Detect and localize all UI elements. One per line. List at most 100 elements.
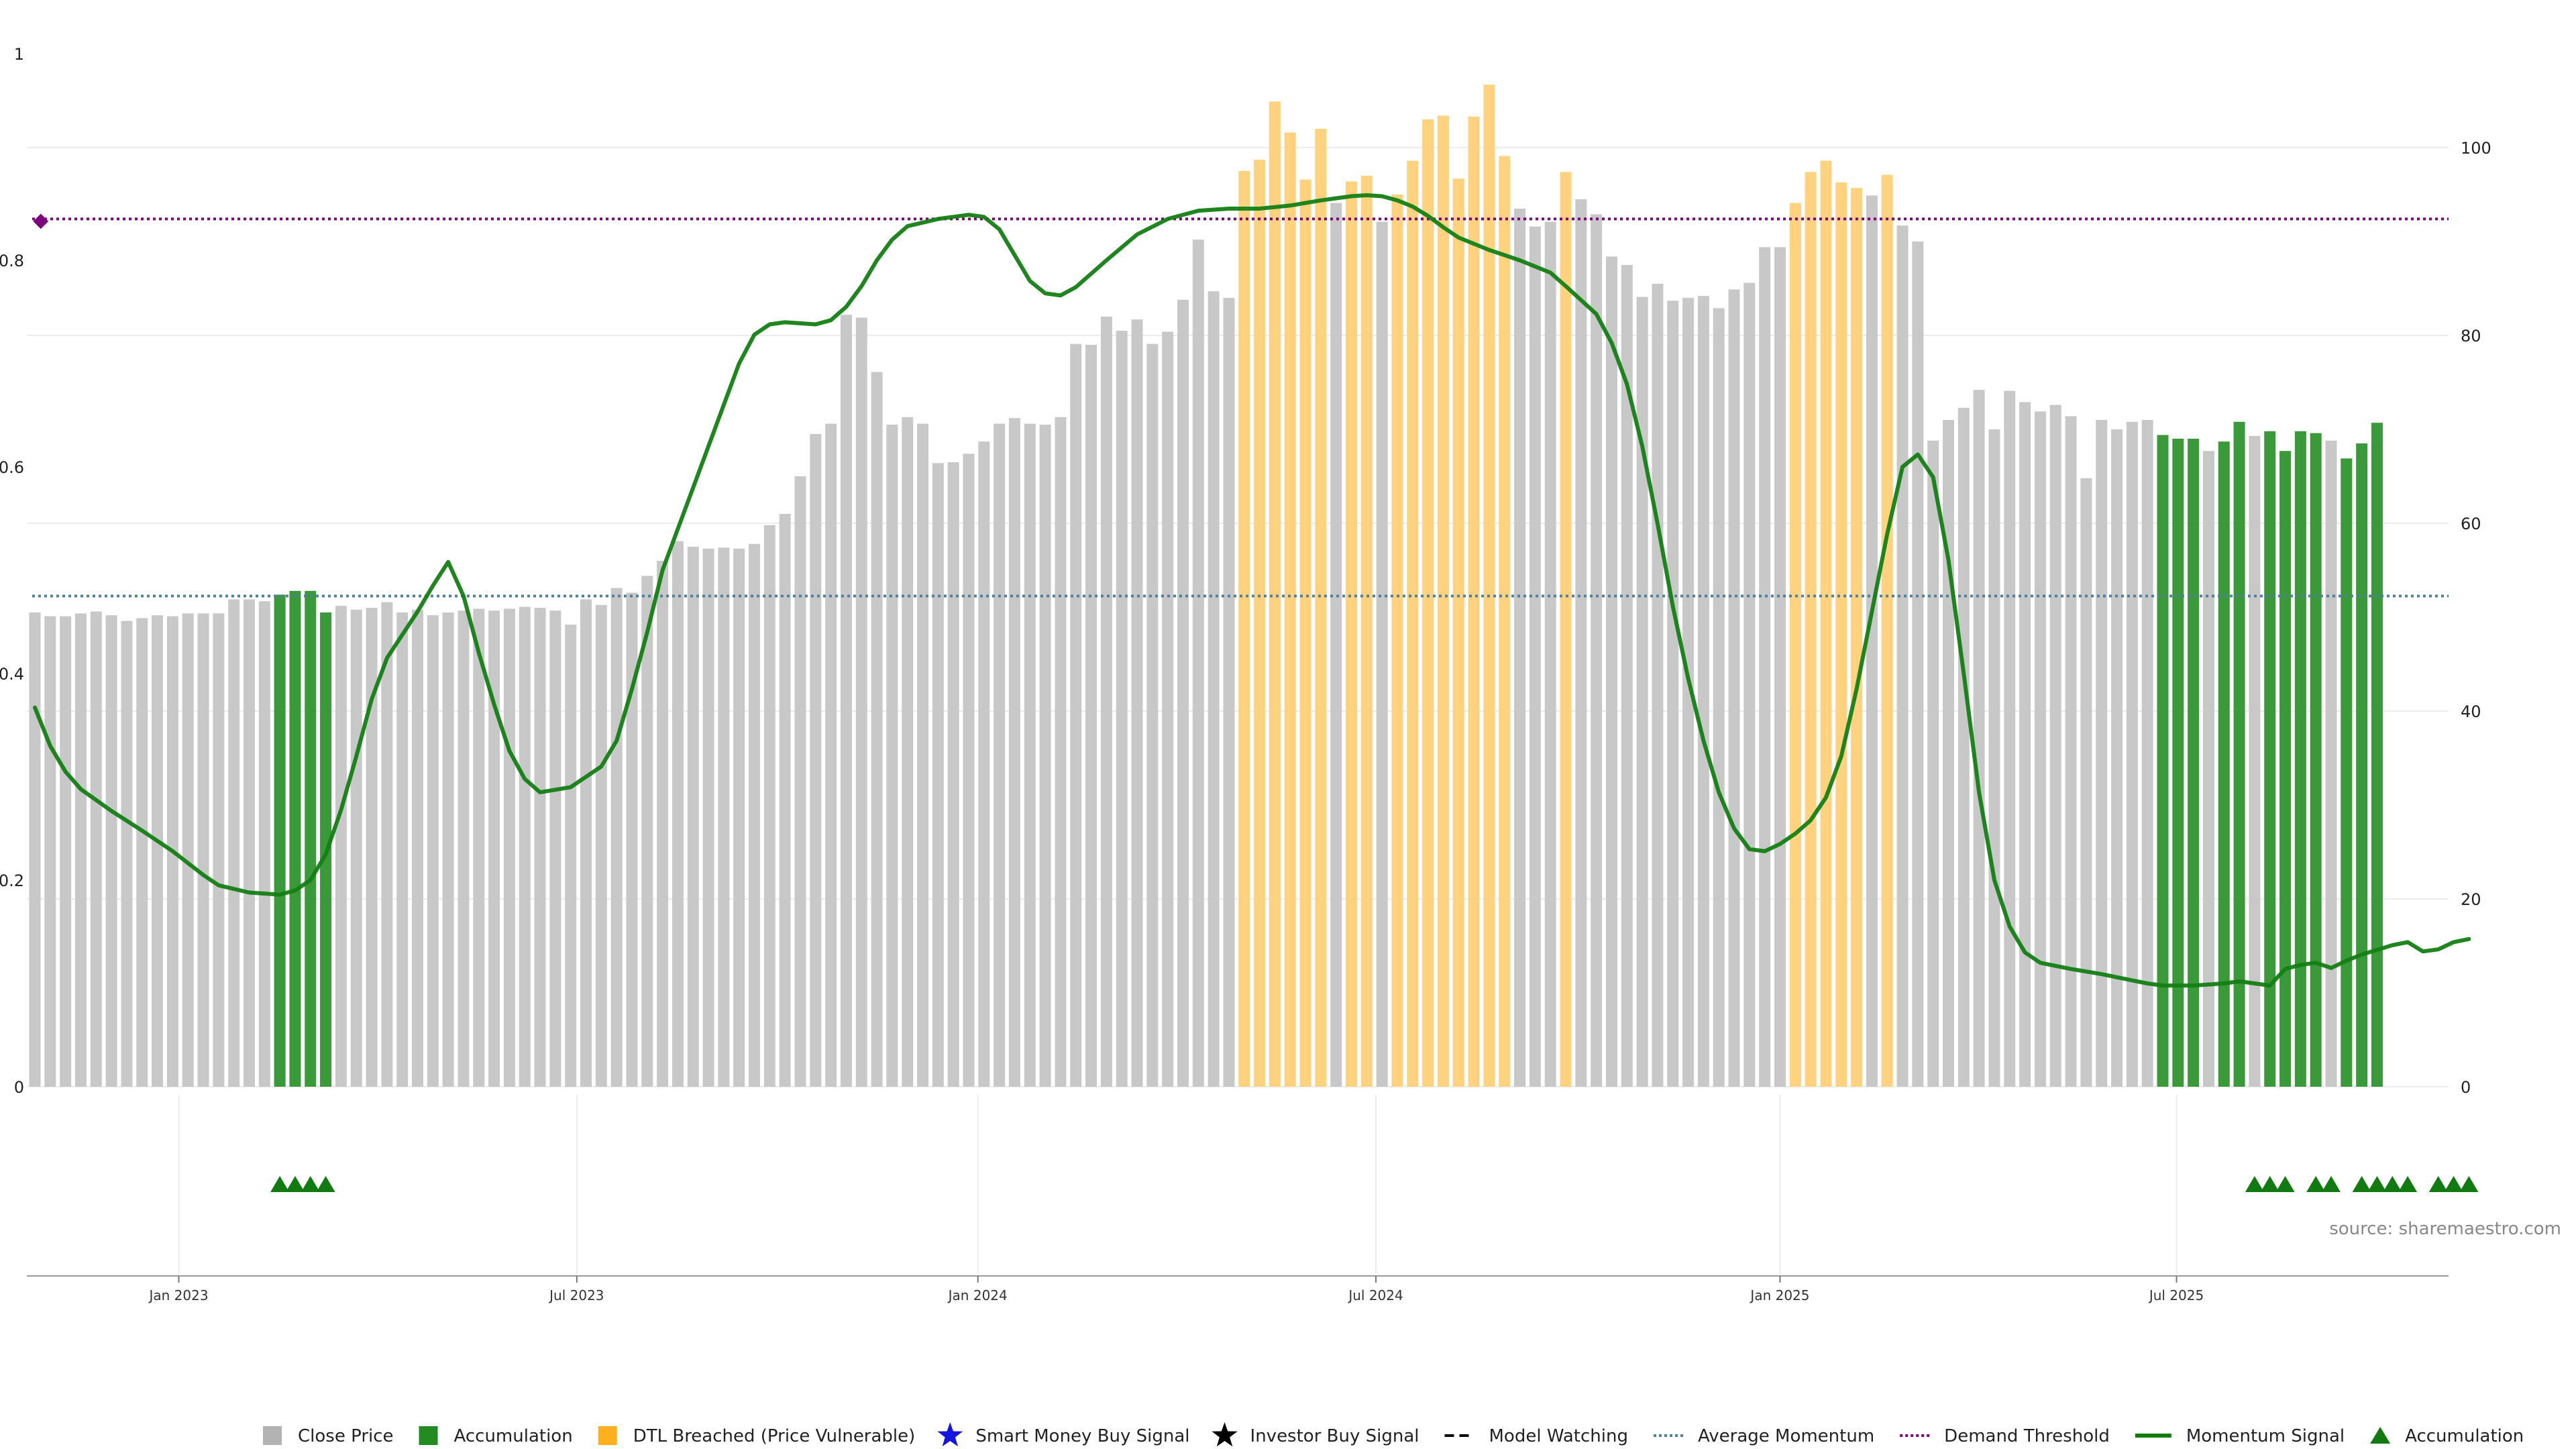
bar-close (60, 616, 72, 1087)
bar-close (442, 612, 454, 1087)
left-tick-label: 0.2 (0, 871, 24, 890)
bar-close (595, 604, 607, 1087)
bar-accumulation (2172, 439, 2184, 1087)
bar-close (1116, 331, 1128, 1087)
bar-close (994, 423, 1006, 1087)
legend-label: DTL Breached (Price Vulnerable) (633, 1426, 916, 1446)
bar-close (565, 625, 577, 1087)
legend-label: Smart Money Buy Signal (975, 1426, 1189, 1446)
bar-close (1713, 308, 1725, 1087)
bar-dtl (1315, 129, 1327, 1087)
bar-close (1774, 247, 1786, 1087)
x-tick-label: Jul 2024 (1347, 1287, 1403, 1303)
bar-close (1223, 298, 1235, 1087)
bar-close (855, 317, 867, 1087)
bar-dtl (1238, 171, 1250, 1087)
bar-close (1988, 429, 2000, 1087)
bar-accumulation (2371, 423, 2383, 1087)
legend-item: Close Price (263, 1426, 394, 1446)
bar-close (228, 599, 240, 1087)
bar-close (657, 561, 669, 1087)
bar-close (1544, 221, 1556, 1087)
bar-accumulation (2218, 441, 2230, 1087)
bar-close (412, 609, 423, 1087)
bar-dtl (1422, 119, 1434, 1087)
bar-close (1529, 226, 1541, 1087)
accumulation-marker (270, 1176, 290, 1192)
bar-dtl (1407, 160, 1419, 1087)
bar-close (1866, 195, 1878, 1087)
legend-swatch (419, 1426, 438, 1445)
bar-accumulation (2233, 421, 2245, 1087)
bar-close (779, 514, 791, 1087)
left-tick-label: 1 (14, 45, 24, 64)
bar-close (1759, 247, 1771, 1087)
bar-close (2019, 402, 2031, 1087)
bar-close (2325, 440, 2337, 1087)
bar-accumulation (2264, 431, 2276, 1087)
legend-item: Demand Threshold (1900, 1426, 2110, 1446)
bar-dtl (1437, 115, 1449, 1087)
accumulation-marker (2322, 1176, 2341, 1192)
bar-dtl (1499, 156, 1511, 1087)
source-label: source: sharemaestro.com (2329, 1219, 2561, 1239)
x-tick-label: Jul 2025 (2148, 1287, 2204, 1303)
bar-close (1024, 423, 1036, 1087)
legend: Close Price Accumulation DTL Breached (Pri… (263, 1422, 2524, 1447)
bar-dtl (1820, 160, 1832, 1087)
bar-close (2004, 390, 2016, 1087)
bar-accumulation (2188, 439, 2200, 1087)
bar-accumulation (2157, 435, 2169, 1087)
bar-close (152, 615, 164, 1087)
bar-close (458, 610, 470, 1087)
bar-close (978, 441, 990, 1087)
bar-accumulation (305, 590, 317, 1087)
bar-close (2065, 416, 2077, 1087)
legend-item: Model Watching (1444, 1426, 1628, 1446)
bar-close (381, 602, 393, 1087)
bar-close (519, 606, 531, 1087)
bar-close (2049, 405, 2061, 1087)
bar-dtl (1299, 179, 1311, 1087)
x-tick-label: Jan 2024 (947, 1287, 1008, 1303)
legend-label: Investor Buy Signal (1250, 1426, 1419, 1446)
legend-item: Smart Money Buy Signal (937, 1422, 1190, 1447)
bar-close (1697, 296, 1709, 1087)
bar-close (2111, 429, 2123, 1087)
bar-accumulation (2279, 451, 2292, 1087)
legend-label: Momentum Signal (2186, 1426, 2345, 1446)
bar-close (1100, 317, 1112, 1087)
accumulation-marker (316, 1176, 335, 1192)
bar-dtl (1835, 182, 1847, 1087)
legend-item: DTL Breached (Price Vulnerable) (598, 1426, 916, 1446)
bar-close (1330, 203, 1342, 1087)
bar-dtl (1483, 85, 1495, 1087)
bar-close (825, 423, 837, 1087)
legend-label: Average Momentum (1698, 1426, 1874, 1446)
bar-close (549, 610, 561, 1087)
left-tick-label: 0.4 (0, 665, 24, 684)
bar-close (29, 612, 41, 1087)
bar-close (105, 615, 117, 1087)
bar-accumulation (2341, 458, 2353, 1087)
legend-label: Accumulation (2405, 1426, 2524, 1446)
bar-close (197, 613, 209, 1087)
bar-close (1376, 221, 1388, 1087)
bar-close (749, 543, 761, 1087)
accumulation-marker (2398, 1176, 2418, 1192)
bar-close (718, 547, 730, 1087)
bar-close (2141, 420, 2153, 1087)
bar-close (1514, 209, 1526, 1087)
accumulation-markers (270, 1176, 2479, 1192)
bar-close (886, 425, 898, 1087)
bar-close (1943, 420, 1954, 1087)
right-tick-label: 60 (2461, 515, 2481, 533)
legend-item: Accumulation (2370, 1426, 2524, 1446)
bar-close (1621, 265, 1633, 1087)
reference-lines (32, 213, 2449, 598)
bar-close (90, 611, 102, 1087)
right-tick-label: 40 (2461, 702, 2481, 721)
right-tick-label: 100 (2461, 139, 2491, 158)
bar-close (1728, 289, 1740, 1087)
accumulation-marker (2367, 1176, 2387, 1192)
